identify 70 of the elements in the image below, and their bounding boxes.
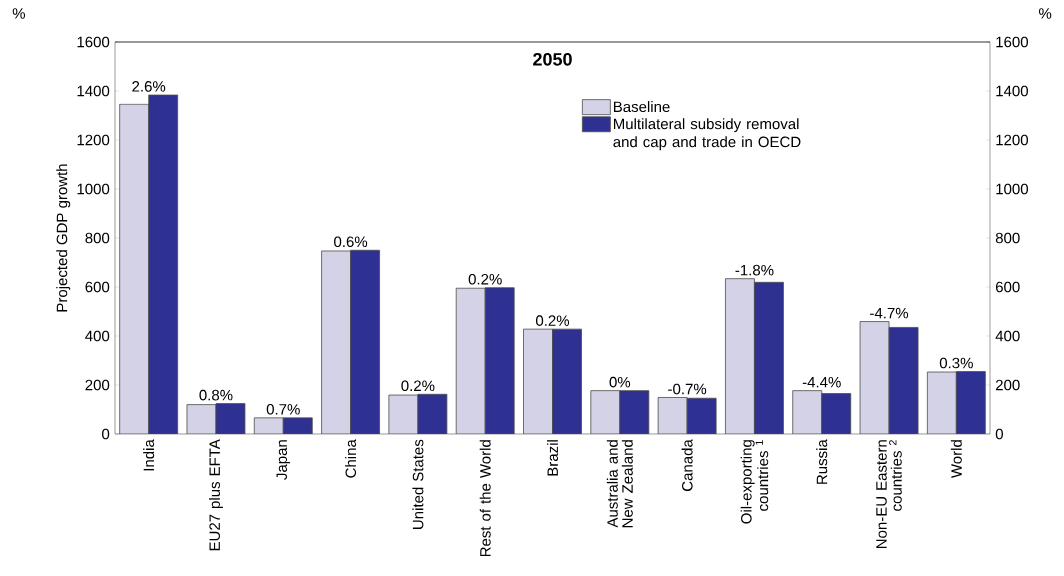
y2-tick-label: 1000 bbox=[996, 183, 1028, 195]
annotation: 2.6% bbox=[132, 81, 166, 92]
y2-tick-label: 1400 bbox=[996, 85, 1028, 97]
annotation: -4.4% bbox=[802, 376, 841, 388]
y-tick-label: 1000 bbox=[77, 183, 110, 195]
x-tick-label: China bbox=[345, 439, 357, 478]
y-axis-title: Projected GDP growth bbox=[56, 164, 71, 312]
bar bbox=[955, 371, 986, 434]
bar bbox=[148, 94, 179, 434]
x-tick-label: Russia bbox=[816, 439, 828, 484]
x-tick-label: Japan bbox=[276, 440, 290, 480]
bar bbox=[484, 287, 515, 434]
x-tick-label: World bbox=[950, 440, 962, 479]
y-tick-label: 800 bbox=[85, 232, 110, 244]
x-tick-label: Non-EU Eastern countries $^{2}$ bbox=[876, 440, 902, 549]
bar bbox=[282, 417, 313, 434]
bar bbox=[821, 393, 852, 434]
y-tick-label: 1400 bbox=[77, 85, 110, 97]
annotation: 0.6% bbox=[334, 236, 368, 248]
bar bbox=[754, 281, 784, 434]
x-tick-label: Australia and New Zealand bbox=[606, 440, 633, 528]
annotation: 0.3% bbox=[939, 357, 973, 369]
y-tick-label: 1200 bbox=[77, 134, 110, 146]
y2-tick-label: 400 bbox=[995, 330, 1020, 342]
bar bbox=[792, 390, 823, 434]
bar bbox=[321, 250, 351, 434]
bar bbox=[888, 327, 919, 434]
annotation: -1.8% bbox=[735, 264, 774, 276]
annotation: -0.7% bbox=[668, 383, 707, 395]
y2-tick-label: 1200 bbox=[996, 134, 1028, 146]
bar bbox=[523, 328, 553, 434]
y-tick-label: 400 bbox=[85, 330, 110, 342]
y-tick-label: 1600 bbox=[77, 36, 110, 48]
y-tick-label: 200 bbox=[85, 379, 110, 391]
legend-label: Multilateral subsidy removal and cap and trade in OECD bbox=[613, 118, 801, 151]
y2-tick-label: 1600 bbox=[996, 36, 1028, 48]
x-tick-label: EU27 plus EFTA bbox=[208, 439, 223, 551]
bar bbox=[725, 278, 755, 434]
annotation: 0.8% bbox=[199, 389, 233, 401]
x-tick-label: Rest of the World bbox=[479, 440, 491, 557]
y2-tick-label: 800 bbox=[995, 232, 1020, 244]
x-tick-label: Canada bbox=[681, 439, 693, 491]
bar bbox=[253, 417, 284, 434]
x-tick-label: Oil-exporting countries $^{1}$ bbox=[740, 440, 769, 524]
annotation: 0% bbox=[609, 376, 631, 388]
y-tick-label: 0 bbox=[102, 428, 110, 440]
annotation: 0.2% bbox=[535, 315, 570, 326]
y-tick-label: 600 bbox=[85, 281, 110, 293]
annotation: -4.7% bbox=[870, 307, 909, 319]
annotation: 0.2% bbox=[401, 380, 435, 392]
annotation: 0.2% bbox=[468, 273, 502, 285]
x-tick-label: India bbox=[143, 439, 155, 471]
bar bbox=[350, 249, 380, 434]
text: % bbox=[12, 8, 25, 19]
chart-title: 2050 bbox=[533, 52, 572, 66]
bar bbox=[455, 287, 486, 434]
x-tick-label: Brazil bbox=[547, 440, 559, 476]
bar bbox=[859, 321, 890, 434]
bar bbox=[119, 103, 150, 434]
annotation: 0.7% bbox=[266, 404, 300, 415]
y2-tick-label: 600 bbox=[995, 281, 1020, 293]
x-tick-label: United States bbox=[412, 439, 424, 529]
legend-label: Baseline bbox=[613, 101, 670, 113]
y2-tick-label: 200 bbox=[995, 379, 1020, 391]
y2-tick-label: 0 bbox=[995, 428, 1003, 440]
bar bbox=[590, 390, 621, 434]
bar bbox=[926, 371, 957, 434]
bar bbox=[619, 390, 650, 434]
bar bbox=[552, 328, 582, 434]
text: % bbox=[1039, 8, 1052, 19]
